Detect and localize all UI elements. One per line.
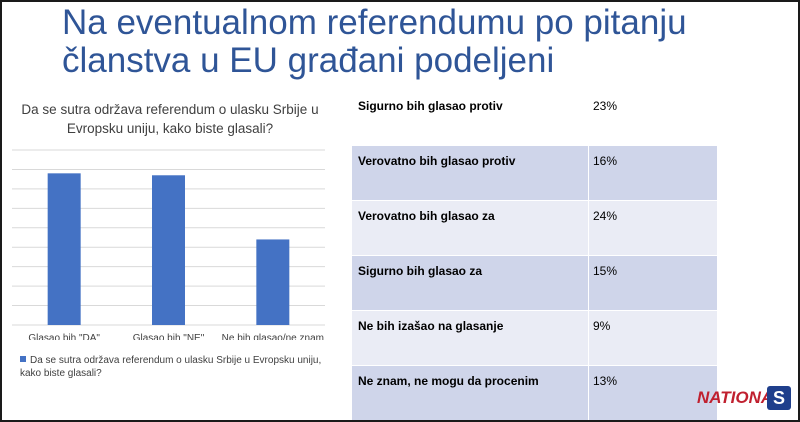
- logo-mark-icon: S: [767, 386, 791, 410]
- table-row: Ne bih izašao na glasanje 9%: [352, 310, 717, 366]
- slide-title: Na eventualnom referendumu po pitanju čl…: [62, 3, 687, 80]
- table-row: Sigurno bih glasao protiv 23%: [352, 90, 717, 146]
- row-value: 16%: [588, 145, 717, 201]
- row-label: Sigurno bih glasao za: [352, 255, 589, 311]
- legend-swatch: [20, 356, 26, 362]
- row-label: Verovatno bih glasao za: [352, 200, 589, 256]
- bar: [256, 239, 290, 325]
- chart-legend: Da se sutra održava referendum o ulasku …: [20, 354, 340, 380]
- x-tick-label: Glasao bih "NE": [133, 333, 205, 340]
- table-row: Sigurno bih glasao za 15%: [352, 255, 717, 311]
- x-tick-label: Glasao bih "DA": [28, 333, 100, 340]
- row-label: Verovatno bih glasao protiv: [352, 145, 589, 201]
- table-row: Ne znam, ne mogu da procenim 13%: [352, 365, 717, 420]
- row-label: Ne znam, ne mogu da procenim: [352, 365, 589, 420]
- row-value: 24%: [588, 200, 717, 256]
- bar-chart: Glasao bih "DA" Glasao bih "NE" Ne bih gla…: [12, 149, 325, 340]
- row-value: 9%: [588, 310, 717, 366]
- bar: [152, 175, 185, 325]
- row-label: Ne bih izašao na glasanje: [352, 310, 589, 366]
- bar: [47, 173, 81, 325]
- row-value: 15%: [588, 255, 717, 311]
- logo-text: NATIONAL: [697, 388, 784, 407]
- x-tick-label: Ne bih glasao/ne znam: [222, 333, 324, 340]
- chart-title: Da se sutra održava referendum o ulasku …: [21, 102, 319, 136]
- legend-label: Da se sutra održava referendum o ulasku …: [20, 355, 322, 379]
- table-row: Verovatno bih glasao protiv 16%: [352, 145, 717, 201]
- table-row: Verovatno bih glasao za 24%: [352, 200, 717, 256]
- row-value: 23%: [588, 90, 717, 146]
- row-value: 13%: [588, 365, 717, 420]
- response-table: Sigurno bih glasao protiv 23% Verovatno bi…: [352, 90, 717, 420]
- row-label: Sigurno bih glasao protiv: [352, 90, 589, 146]
